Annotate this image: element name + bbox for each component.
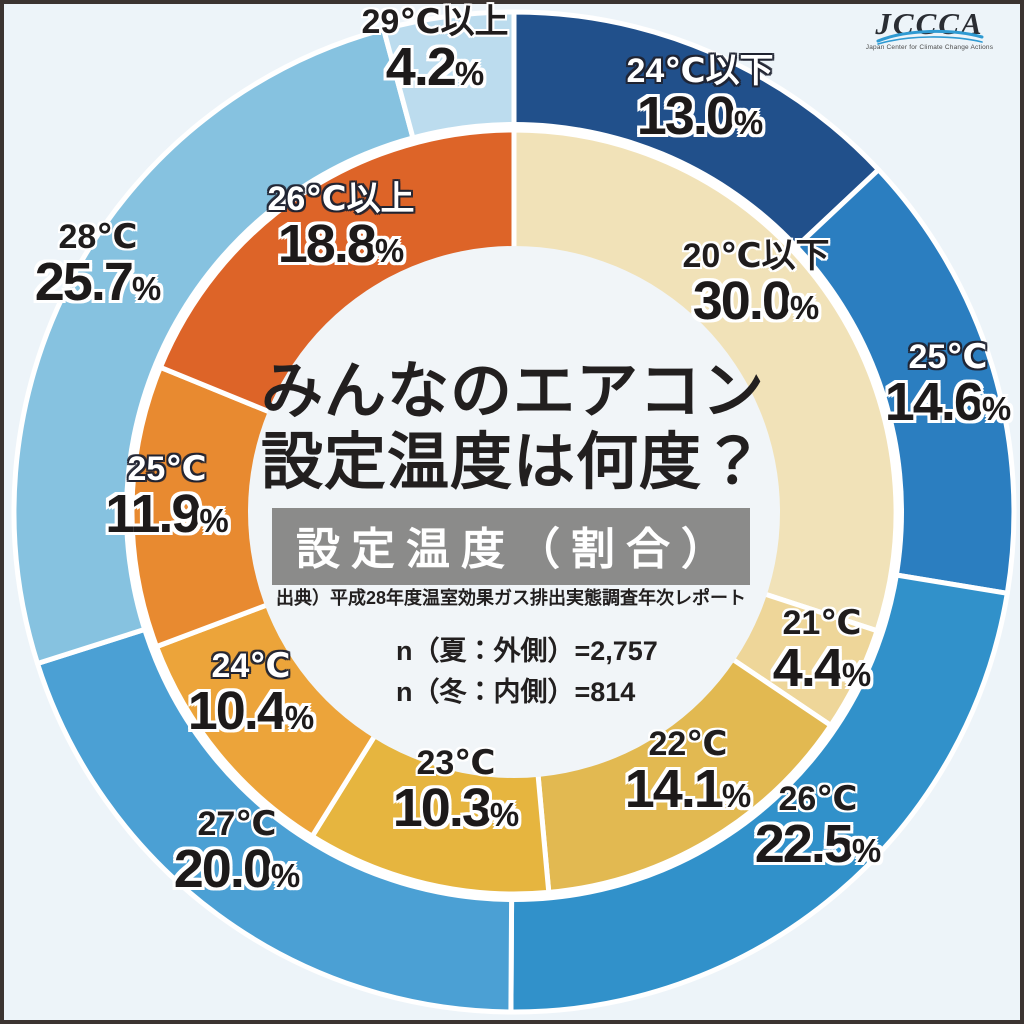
chart-subtitle-banner: 設定温度（割合） [272, 508, 750, 585]
jccca-logo: JCCCA Japan Center for Climate Change Ac… [847, 8, 1012, 51]
jccca-swoosh-icon [876, 29, 983, 45]
sample-size-note: n（夏：外側）=2,757 n（冬：内側）=814 [396, 631, 658, 712]
source-note: 出典）平成28年度温室効果ガス排出実態調査年次レポート [275, 588, 747, 608]
chart-title-line2: 設定温度は何度？ [260, 428, 766, 498]
chart-title-line1: みんなのエアコン [260, 357, 766, 426]
jccca-logo-text: JCCCA [875, 6, 984, 41]
sample-size-summer: n（夏：外側）=2,757 [396, 636, 658, 666]
sample-size-winter: n（冬：内側）=814 [396, 676, 636, 707]
chart-title: みんなのエアコン 設定温度は何度？ [261, 356, 765, 499]
jccca-logo-caption: Japan Center for Climate Change Actions [865, 44, 994, 51]
